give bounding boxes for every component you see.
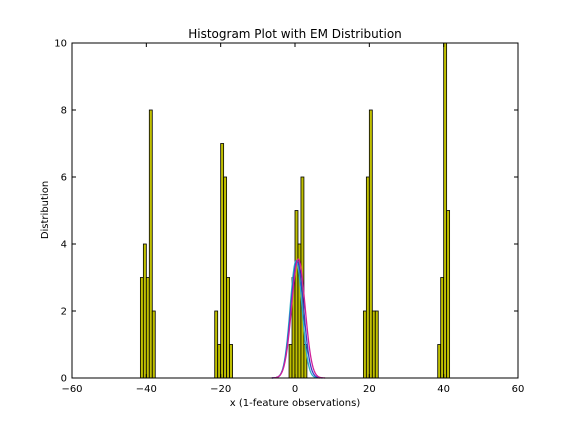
- y-tick-label: 6: [61, 173, 67, 184]
- y-tick-label: 10: [54, 39, 67, 50]
- histogram-bar: [226, 277, 230, 379]
- histogram-bar: [437, 344, 442, 379]
- histogram-bar: [294, 210, 299, 379]
- x-tick-label: −40: [136, 384, 157, 395]
- histogram-bar: [440, 277, 445, 379]
- x-tick-label: −20: [210, 384, 231, 395]
- x-tick-label: 20: [363, 384, 376, 395]
- x-tick-label: −60: [61, 384, 82, 395]
- histogram-bar: [365, 176, 370, 379]
- histogram-bar: [139, 277, 144, 379]
- x-axis-label: x (1-feature observations): [230, 398, 361, 409]
- histogram-bar: [371, 310, 376, 379]
- histogram-bar: [142, 243, 147, 379]
- y-axis-ticks: 0 2 4 6 8 10: [54, 39, 518, 385]
- histogram-bar: [443, 42, 448, 379]
- x-tick-label: 40: [437, 384, 450, 395]
- histogram-bar: [220, 143, 225, 379]
- histogram-bars: [139, 42, 451, 379]
- y-axis-label: Distribution: [40, 181, 51, 239]
- y-tick-label: 2: [61, 307, 67, 318]
- histogram-bar: [151, 310, 156, 379]
- histogram-bar: [223, 176, 228, 379]
- em-distribution-curves: [271, 258, 326, 379]
- histogram-bar: [368, 109, 373, 379]
- histogram-bar: [214, 310, 219, 379]
- y-tick-label: 0: [61, 374, 67, 385]
- x-axis-ticks: −60 −40 −20 0 20 40 60: [61, 43, 524, 395]
- histogram-bar: [362, 310, 367, 379]
- histogram-bar: [288, 344, 293, 379]
- x-tick-label: 0: [292, 384, 298, 395]
- histogram-bar: [229, 344, 233, 379]
- em-curve: [271, 258, 326, 379]
- histogram-bar: [148, 109, 153, 379]
- y-tick-label: 8: [61, 106, 67, 117]
- y-tick-label: 4: [61, 240, 67, 251]
- histogram-bar: [217, 344, 222, 379]
- histogram-bar: [145, 277, 150, 379]
- histogram-bar: [446, 210, 451, 379]
- chart-title: Histogram Plot with EM Distribution: [188, 27, 402, 41]
- histogram-bar: [374, 310, 379, 379]
- x-tick-label: 60: [512, 384, 525, 395]
